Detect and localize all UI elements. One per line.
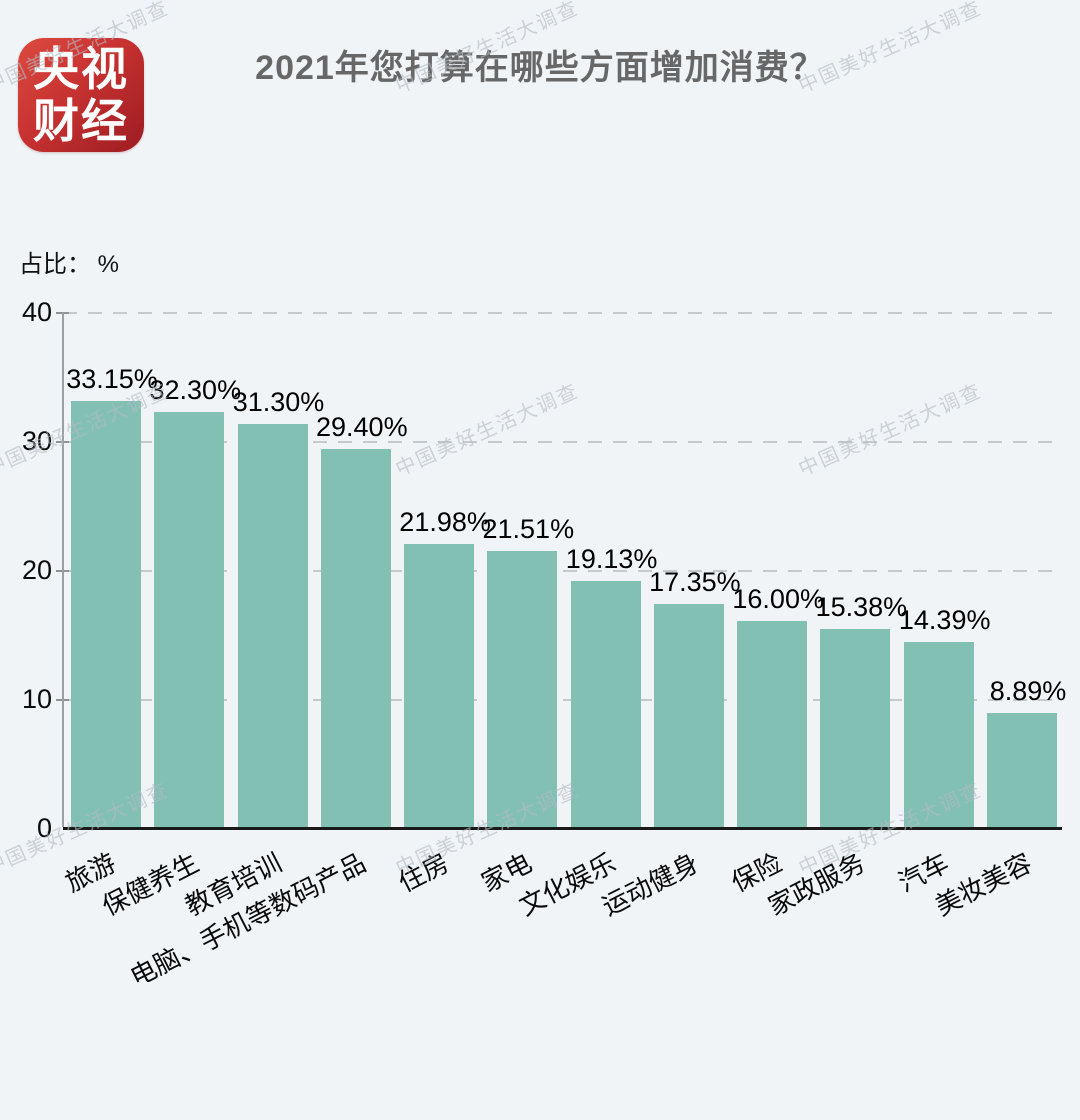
chart-bar (903, 642, 974, 828)
gridline (63, 570, 1062, 572)
bar-value-label: 15.38% (815, 592, 908, 623)
x-axis-category-label: 运动健身 (597, 847, 704, 922)
chart-bar (570, 581, 641, 828)
gridline (63, 699, 1062, 701)
x-axis-line (63, 827, 1062, 830)
bar-value-label: 31.30% (232, 387, 325, 418)
bar-value-label: 21.98% (399, 507, 491, 538)
bar-value-label: 17.35% (649, 567, 741, 597)
bar-value-label: 8.89% (989, 676, 1067, 706)
bar-value-label: 21.51% (482, 513, 575, 544)
y-axis-tick-label: 20 (21, 555, 52, 585)
chart-bar (820, 629, 891, 828)
chart-bar (487, 550, 558, 828)
x-axis-category-label: 美妆美容 (930, 847, 1037, 922)
chart-bar (737, 621, 808, 828)
x-axis-category-label: 文化娱乐 (513, 847, 621, 922)
chart-bar (987, 713, 1057, 828)
x-axis-category-label: 家政服务 (763, 847, 870, 922)
gridline (63, 441, 1062, 443)
bar-value-label: 32.30% (149, 374, 242, 405)
chart-bar (320, 448, 391, 828)
chart-bar (653, 604, 724, 828)
chart-bar (237, 424, 308, 828)
y-axis-tick-label: 30 (21, 426, 52, 456)
bar-value-label: 19.13% (565, 544, 658, 575)
bar-value-label: 29.40% (316, 411, 408, 442)
y-axis-tick-label: 10 (21, 684, 52, 714)
y-axis-line (62, 312, 64, 827)
bar-value-label: 14.39% (898, 605, 991, 636)
x-axis-category-label: 住房 (393, 847, 454, 898)
bar-value-label: 33.15% (66, 363, 158, 394)
chart-bar (404, 544, 475, 828)
bar-value-label: 16.00% (732, 584, 824, 615)
y-axis-tick-label: 0 (36, 813, 52, 843)
chart-bar (71, 400, 141, 828)
chart-bar (154, 411, 225, 828)
gridline (63, 312, 1062, 314)
y-axis-tick-label: 40 (21, 297, 52, 327)
